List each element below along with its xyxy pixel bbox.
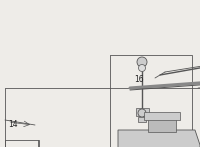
Circle shape: [137, 57, 147, 67]
Bar: [5, 88, 200, 147]
Text: 16: 16: [134, 75, 144, 84]
Bar: [138, 117, 146, 122]
Bar: [110, 55, 192, 147]
Bar: [136, 108, 149, 116]
Circle shape: [138, 109, 146, 117]
Text: 14: 14: [8, 120, 18, 129]
Bar: [148, 118, 176, 132]
Circle shape: [138, 65, 146, 71]
Bar: [5, 140, 39, 147]
Bar: [144, 112, 180, 120]
Polygon shape: [118, 130, 200, 147]
